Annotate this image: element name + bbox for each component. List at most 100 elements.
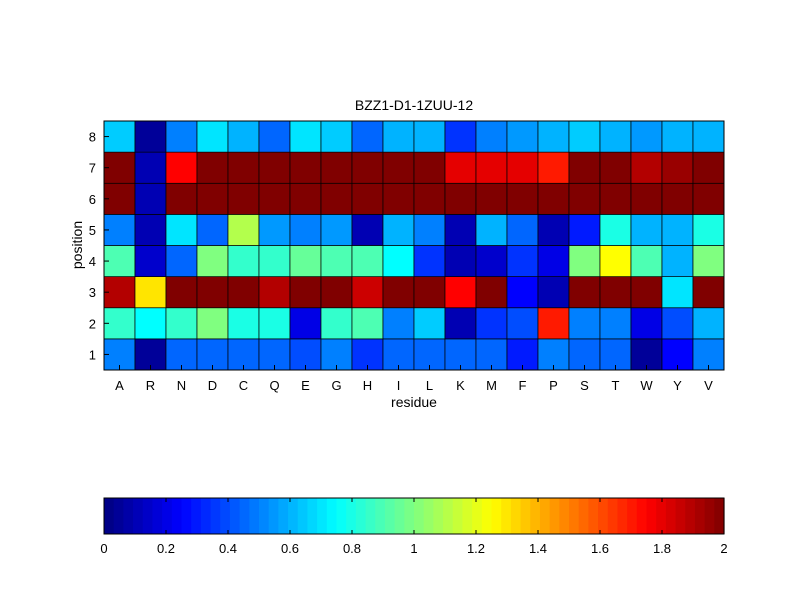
heatmap-cell (506, 120, 539, 153)
heatmap-cell (320, 214, 353, 246)
heatmap-cell (692, 276, 725, 309)
x-tick-label: G (331, 378, 341, 393)
heatmap-cell (134, 151, 167, 184)
heatmap-cell (506, 214, 539, 246)
heatmap-cell (537, 245, 570, 277)
y-axis-ticks: 1 2 3 4 5 6 7 8 (89, 130, 109, 362)
colorbar-segment (607, 498, 619, 534)
y-tick-label: 5 (89, 223, 96, 238)
heatmap-cell (258, 245, 291, 277)
colorbar-tick-label: 0 (100, 541, 107, 556)
heatmap-cell (475, 120, 508, 153)
heatmap-cell (134, 307, 167, 340)
heatmap-cell (289, 307, 322, 340)
x-tick-label: K (456, 378, 465, 393)
heatmap-cell (196, 151, 229, 184)
colorbar-segment (578, 498, 589, 534)
heatmap-cell (444, 182, 477, 215)
heatmap-cell (630, 120, 663, 153)
heatmap-cell (630, 307, 663, 340)
colorbar-segment (491, 498, 502, 534)
colorbar-segment (598, 498, 609, 534)
colorbar-segment (181, 498, 192, 534)
heatmap-cell (661, 338, 694, 371)
heatmap-cell (413, 214, 446, 246)
heatmap-cell (351, 276, 384, 309)
heatmap-cell (630, 214, 663, 246)
colorbar-segment (481, 498, 493, 534)
colorbar-tick-label: 0.8 (343, 541, 361, 556)
heatmap-cell (599, 214, 632, 246)
heatmap-cell (320, 182, 353, 215)
heatmap-cell (475, 182, 508, 215)
heatmap-cell (506, 245, 539, 277)
heatmap-cell (103, 338, 136, 371)
heatmap-cell (661, 276, 694, 309)
heatmap-cell (351, 245, 384, 277)
heatmap-cell (134, 214, 167, 246)
colorbar-segment (636, 498, 648, 534)
heatmap-cell (444, 151, 477, 184)
x-tick-label: E (301, 378, 310, 393)
colorbar-segment (394, 498, 405, 534)
colorbar-segment (559, 498, 570, 534)
colorbar-segment (375, 498, 386, 534)
colorbar-segment (229, 498, 241, 534)
plot-area-frame (103, 120, 725, 371)
colorbar-segment (113, 498, 124, 534)
heatmap-cell (258, 307, 291, 340)
colorbar-tick-label: 1.2 (467, 541, 485, 556)
colorbar-segment (520, 498, 531, 534)
heatmap-cell (134, 182, 167, 215)
colorbar-segment (646, 498, 657, 534)
heatmap-cell (320, 120, 353, 153)
heatmap-cell (320, 151, 353, 184)
heatmap-cell (289, 214, 322, 246)
heatmap-cell (103, 120, 136, 153)
heatmap-cell (227, 245, 260, 277)
colorbar-segment (569, 498, 580, 534)
colorbar-segment (326, 498, 338, 534)
heatmap-cell (134, 338, 167, 371)
y-tick-label: 7 (89, 161, 96, 176)
heatmap-cell (227, 151, 260, 184)
heatmap-cell (227, 120, 260, 153)
colorbar-segment (200, 498, 212, 534)
x-tick-label: V (704, 378, 713, 393)
heatmap-cell (351, 214, 384, 246)
heatmap-cell (568, 307, 601, 340)
heatmap-cell (103, 245, 136, 277)
heatmap-cell (103, 182, 136, 215)
heatmap-cell (103, 307, 136, 340)
colorbar-segment (259, 498, 270, 534)
y-tick-label: 1 (89, 347, 96, 362)
colorbar-segment (220, 498, 231, 534)
heatmap-cell (165, 245, 198, 277)
colorbar-segment (346, 498, 357, 534)
heatmap-cell (227, 182, 260, 215)
heatmap-cell (599, 151, 632, 184)
heatmap-cell (537, 151, 570, 184)
heatmap-cell (382, 120, 415, 153)
heatmap-cell (320, 307, 353, 340)
heatmap-cell (351, 182, 384, 215)
colorbar-tick-label: 0.6 (281, 541, 299, 556)
heatmap-cell (568, 276, 601, 309)
heatmap-cell (413, 245, 446, 277)
colorbar-segment (278, 498, 289, 534)
colorbar-segment (384, 498, 396, 534)
colorbar-segment (627, 498, 638, 534)
colorbar-segment (142, 498, 154, 534)
colorbar-segment (307, 498, 318, 534)
heatmap-cell (444, 338, 477, 371)
colorbar-segment (268, 498, 279, 534)
heatmap-cell (382, 245, 415, 277)
heatmap-cell (382, 276, 415, 309)
x-tick-label: S (580, 378, 589, 393)
heatmap-cell (599, 307, 632, 340)
colorbar-segment (685, 498, 696, 534)
heatmap-cell (351, 151, 384, 184)
colorbar-tick-label: 1.4 (529, 541, 547, 556)
colorbar-tick-label: 2 (720, 541, 727, 556)
x-tick-label: N (177, 378, 186, 393)
